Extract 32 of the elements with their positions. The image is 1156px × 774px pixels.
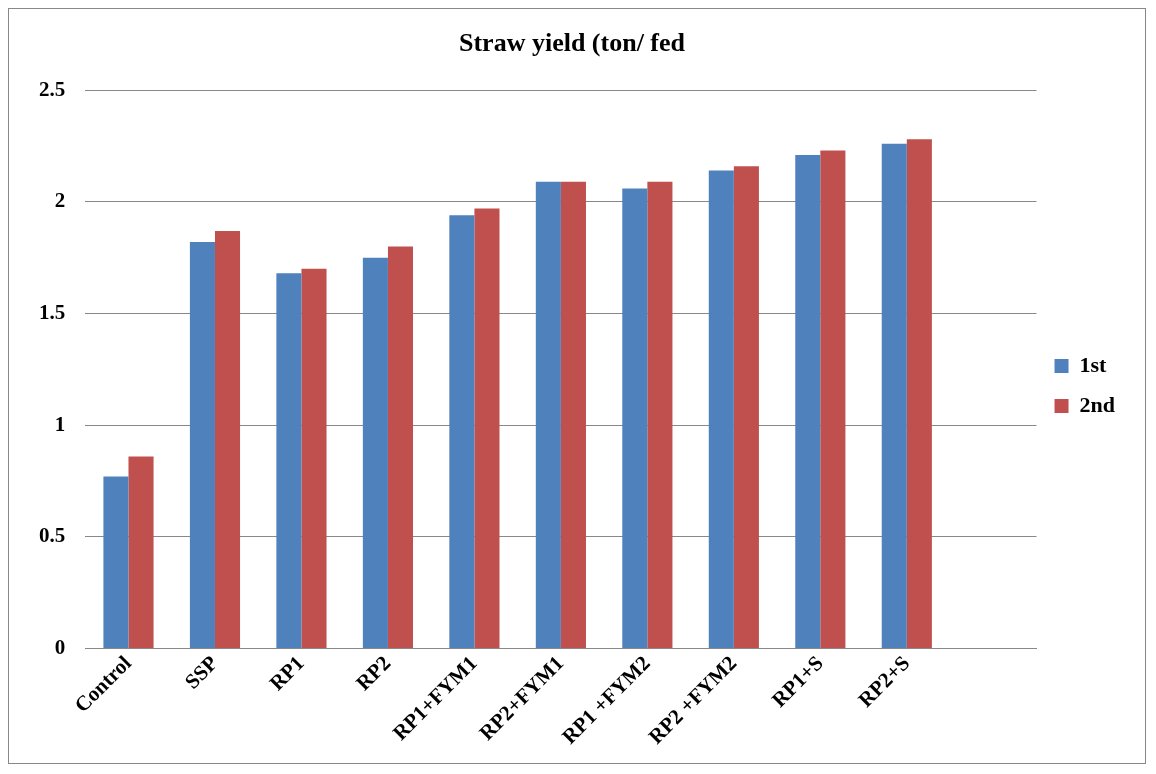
- x-tick-label: SSP: [179, 650, 223, 694]
- bar: [733, 166, 759, 649]
- bar: [622, 188, 648, 649]
- x-tick-label: RP1: [264, 650, 309, 696]
- bar: [362, 257, 388, 649]
- bar: [560, 181, 586, 649]
- bar: [474, 208, 500, 649]
- bar: [820, 150, 846, 649]
- y-tick-label: 0: [54, 634, 66, 659]
- y-tick-label: 1.5: [39, 299, 66, 324]
- y-tick-label: 0.5: [39, 523, 66, 548]
- bar: [906, 139, 932, 649]
- bar: [535, 181, 561, 649]
- bar: [301, 268, 327, 649]
- y-tick-label: 2.5: [39, 76, 66, 101]
- chart-title: Straw yield (ton/ fed: [458, 28, 686, 58]
- bar: [881, 143, 907, 649]
- bar: [449, 215, 475, 649]
- bar: [708, 170, 734, 649]
- bar: [128, 456, 154, 649]
- bar: [647, 181, 673, 649]
- y-tick-label: 2: [54, 188, 66, 213]
- legend-label: 1st: [1079, 351, 1108, 377]
- bar: [387, 246, 414, 649]
- y-tick-label: 1: [54, 411, 66, 436]
- bar: [276, 273, 302, 649]
- legend-label: 2nd: [1079, 391, 1116, 417]
- x-tick-label: RP2: [351, 650, 396, 696]
- bar: [214, 230, 241, 649]
- bar: [795, 154, 821, 649]
- bar: [189, 242, 215, 649]
- bar: [103, 476, 129, 649]
